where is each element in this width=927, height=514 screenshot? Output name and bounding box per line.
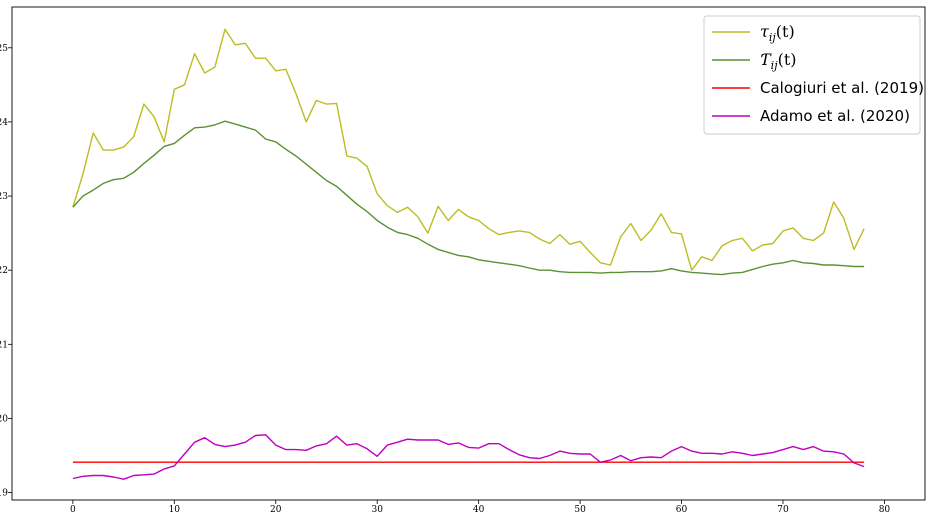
y-tick-label: 22 [0,266,8,276]
series-line-0 [72,28,865,271]
y-tick-label: 23 [0,192,8,202]
x-tick-label: 40 [473,505,485,514]
legend-box [703,15,921,135]
x-axis-ticks: 0 10 20 30 40 50 60 70 80 [70,500,890,514]
x-tick-label: 30 [371,505,383,514]
x-tick-label: 80 [879,505,891,514]
y-axis-ticks: 19 20 21 22 23 24 25 [0,44,12,499]
series-line-3 [72,434,865,480]
x-tick-label: 10 [169,505,181,514]
y-tick-label: 19 [0,489,8,499]
y-tick-label: 24 [0,118,8,128]
x-tick-label: 70 [777,505,789,514]
x-tick-label: 60 [676,505,688,514]
x-tick-label: 50 [574,505,586,514]
series-lines [72,28,865,480]
y-tick-label: 20 [0,414,8,424]
x-tick-label: 0 [70,505,76,514]
x-tick-label: 20 [270,505,282,514]
y-tick-label: 21 [0,340,8,350]
axes-frame [11,6,926,501]
legend-label: τij(t) [760,22,795,44]
y-tick-label: 25 [0,44,8,54]
series-line-1 [72,120,865,276]
legend-label: Calogiuri et al. (2019) [760,79,924,97]
legend-label: Adamo et al. (2020) [760,107,910,125]
legend-label: Ƭij(t) [760,50,797,72]
legend: τij(t) Ƭij(t) Calogiuri et al. (2019) Adamo… [703,15,924,135]
